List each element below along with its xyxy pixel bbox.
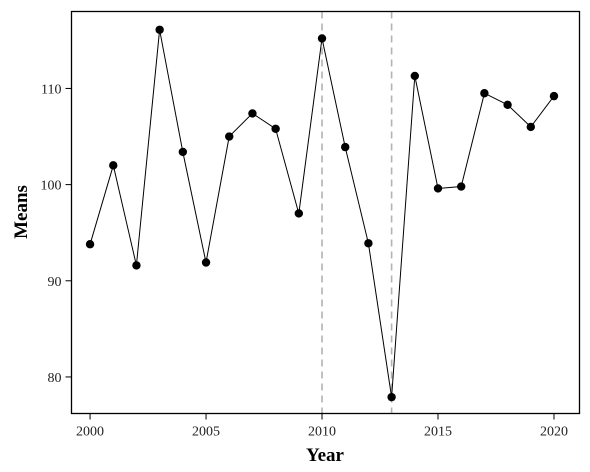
x-tick-label: 2015 — [424, 425, 452, 440]
y-tick-label: 100 — [41, 179, 62, 194]
x-tick-label: 2010 — [308, 425, 336, 440]
data-point-2015 — [433, 184, 443, 193]
x-tick-label: 2020 — [540, 425, 568, 440]
data-point-2007 — [248, 109, 257, 118]
data-point-2013 — [387, 392, 396, 402]
x-tick-label: 2005 — [192, 425, 220, 440]
series-group — [85, 25, 559, 402]
y-tick-label: 80 — [48, 371, 62, 386]
x-tick-label: 2000 — [76, 425, 104, 440]
data-point-2020 — [549, 91, 559, 101]
data-point-2004 — [178, 147, 188, 157]
y-axis-ticks: 80 90 100 110 — [41, 82, 72, 386]
data-point-2014 — [410, 71, 420, 81]
data-point-2016 — [456, 182, 466, 191]
x-axis-title: Year — [306, 445, 345, 466]
data-point-2003 — [155, 25, 164, 34]
data-point-2012 — [364, 239, 373, 248]
data-point-2008 — [271, 124, 280, 134]
data-point-2006 — [225, 132, 234, 141]
y-tick-label: 90 — [48, 275, 62, 290]
data-point-2010 — [317, 34, 327, 43]
data-point-2011 — [341, 142, 350, 152]
reference-lines — [321, 11, 393, 414]
data-point-2018 — [503, 100, 512, 109]
y-axis-title: Means — [11, 185, 32, 239]
data-point-2002 — [132, 261, 141, 270]
x-axis-ticks: 2000 2005 2010 2015 2020 — [76, 413, 568, 440]
data-point-2000 — [85, 240, 95, 249]
data-point-2009 — [294, 209, 304, 218]
plot-frame — [70, 10, 581, 415]
data-point-2019 — [526, 122, 535, 132]
data-point-2017 — [480, 89, 489, 98]
y-tick-label: 110 — [41, 82, 61, 97]
data-point-2005 — [201, 258, 211, 267]
data-point-2001 — [109, 161, 118, 170]
